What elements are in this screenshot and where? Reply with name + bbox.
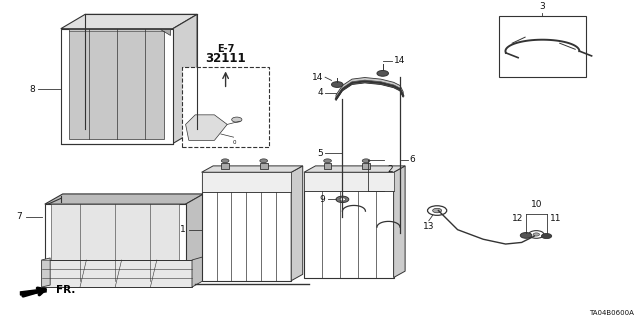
Text: 14: 14 xyxy=(312,73,323,82)
Text: 4: 4 xyxy=(317,88,323,97)
Circle shape xyxy=(336,196,349,203)
Polygon shape xyxy=(45,204,186,284)
Text: 11: 11 xyxy=(550,214,561,223)
Circle shape xyxy=(433,208,442,213)
Polygon shape xyxy=(202,166,303,172)
FancyBboxPatch shape xyxy=(182,67,269,147)
Circle shape xyxy=(221,159,229,163)
Polygon shape xyxy=(186,115,227,140)
Circle shape xyxy=(541,234,552,239)
Polygon shape xyxy=(192,255,210,287)
Circle shape xyxy=(232,117,242,122)
Text: E-7: E-7 xyxy=(217,44,234,54)
Circle shape xyxy=(377,70,388,76)
Text: 13: 13 xyxy=(423,222,435,231)
Bar xyxy=(362,163,370,169)
Text: 6: 6 xyxy=(410,155,415,164)
Polygon shape xyxy=(173,14,197,144)
Circle shape xyxy=(324,159,332,163)
Polygon shape xyxy=(51,204,179,281)
Circle shape xyxy=(260,159,268,163)
Text: 32111: 32111 xyxy=(205,52,246,65)
Circle shape xyxy=(339,198,346,201)
Polygon shape xyxy=(186,194,204,284)
Polygon shape xyxy=(202,172,291,281)
Text: 0: 0 xyxy=(232,139,236,145)
Polygon shape xyxy=(336,78,403,100)
Text: 2: 2 xyxy=(387,165,393,174)
Circle shape xyxy=(520,233,532,238)
Polygon shape xyxy=(202,172,291,192)
Bar xyxy=(260,163,268,169)
Text: 9: 9 xyxy=(319,195,325,204)
Polygon shape xyxy=(45,194,204,204)
Polygon shape xyxy=(291,166,303,281)
Circle shape xyxy=(529,231,544,238)
Polygon shape xyxy=(63,194,204,274)
Text: 3: 3 xyxy=(540,2,545,11)
Polygon shape xyxy=(304,172,394,278)
Text: 14: 14 xyxy=(394,56,405,65)
Polygon shape xyxy=(61,29,173,144)
Polygon shape xyxy=(160,29,170,35)
Circle shape xyxy=(362,159,370,163)
Text: 12: 12 xyxy=(511,214,523,223)
Text: 5: 5 xyxy=(317,149,323,158)
Text: 10: 10 xyxy=(531,200,542,209)
Polygon shape xyxy=(42,258,50,287)
Text: 7: 7 xyxy=(17,212,22,221)
Text: FR.: FR. xyxy=(56,285,75,295)
Circle shape xyxy=(428,206,447,215)
Bar xyxy=(499,16,586,77)
Circle shape xyxy=(332,82,343,87)
Polygon shape xyxy=(20,289,46,295)
Polygon shape xyxy=(394,166,405,278)
Polygon shape xyxy=(69,29,164,139)
Polygon shape xyxy=(61,14,197,29)
Bar xyxy=(324,163,332,169)
Polygon shape xyxy=(304,172,394,191)
Text: TA04B0600A: TA04B0600A xyxy=(589,310,634,316)
Text: 1: 1 xyxy=(180,225,186,234)
Polygon shape xyxy=(304,166,405,172)
Bar xyxy=(221,163,229,169)
Text: 8: 8 xyxy=(29,85,35,94)
Circle shape xyxy=(533,233,540,236)
Polygon shape xyxy=(69,197,197,271)
Polygon shape xyxy=(42,260,192,287)
